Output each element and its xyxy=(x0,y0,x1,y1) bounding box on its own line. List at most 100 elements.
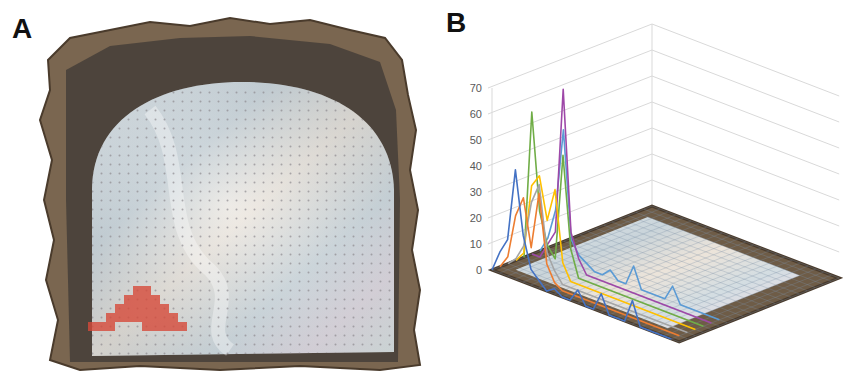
grid-dot xyxy=(137,281,139,283)
grid-dot xyxy=(173,173,175,175)
grid-dot xyxy=(119,137,121,139)
grid-dot xyxy=(344,209,346,211)
grid-dot xyxy=(182,146,184,148)
grid-dot xyxy=(245,308,247,310)
grid-dot xyxy=(155,245,157,247)
grid-dot xyxy=(299,110,301,112)
grid-dot xyxy=(308,344,310,346)
grid-dot xyxy=(155,128,157,130)
grid-dot xyxy=(362,173,364,175)
grid-dot xyxy=(92,110,94,112)
grid-dot xyxy=(155,101,157,103)
grid-dot xyxy=(344,164,346,166)
grid-dot xyxy=(371,335,373,337)
grid-dot xyxy=(308,137,310,139)
grid-dot xyxy=(281,263,283,265)
grid-dot xyxy=(263,137,265,139)
grid-dot xyxy=(236,335,238,337)
grid-dot xyxy=(389,290,391,292)
grid-dot xyxy=(335,164,337,166)
grid-dot xyxy=(299,263,301,265)
grid-dot xyxy=(227,92,229,94)
grid-dot xyxy=(371,299,373,301)
grid-dot xyxy=(191,110,193,112)
grid-dot xyxy=(344,218,346,220)
grid-dot xyxy=(389,119,391,121)
grid-dot xyxy=(344,146,346,148)
grid-dot xyxy=(128,218,130,220)
grid-dot xyxy=(263,92,265,94)
grid-dot xyxy=(326,290,328,292)
grid-dot xyxy=(362,191,364,193)
grid-dot xyxy=(317,344,319,346)
grid-dot xyxy=(389,218,391,220)
grid-dot xyxy=(299,272,301,274)
grid-dot xyxy=(227,218,229,220)
grid-dot xyxy=(281,110,283,112)
grid-dot xyxy=(164,218,166,220)
grid-dot xyxy=(146,146,148,148)
grid-dot xyxy=(371,263,373,265)
grid-dot xyxy=(200,218,202,220)
grid-dot xyxy=(272,254,274,256)
grid-dot xyxy=(335,101,337,103)
grid-dot xyxy=(182,164,184,166)
grid-dot xyxy=(254,272,256,274)
grid-dot xyxy=(362,245,364,247)
heat-cell xyxy=(124,295,133,304)
grid-dot xyxy=(353,281,355,283)
grid-dot xyxy=(146,173,148,175)
grid-dot xyxy=(353,137,355,139)
grid-dot xyxy=(389,200,391,202)
grid-dot xyxy=(110,299,112,301)
grid-dot xyxy=(146,164,148,166)
grid-dot xyxy=(245,218,247,220)
grid-dot xyxy=(218,281,220,283)
grid-dot xyxy=(371,200,373,202)
grid-dot xyxy=(128,353,130,355)
grid-dot xyxy=(380,263,382,265)
axis-line xyxy=(492,88,493,270)
grid-dot xyxy=(335,299,337,301)
grid-dot xyxy=(299,146,301,148)
grid-dot xyxy=(299,344,301,346)
grid-dot xyxy=(92,92,94,94)
grid-dot xyxy=(299,137,301,139)
grid-dot xyxy=(389,191,391,193)
tick-label: 70 xyxy=(470,82,482,94)
grid-dot xyxy=(326,254,328,256)
grid-dot xyxy=(245,353,247,355)
grid-dot xyxy=(227,236,229,238)
grid-dot xyxy=(209,227,211,229)
grid-dot xyxy=(317,308,319,310)
grid-dot xyxy=(173,164,175,166)
grid-dot xyxy=(92,209,94,211)
grid-dot xyxy=(92,344,94,346)
grid-dot xyxy=(326,218,328,220)
grid-dot xyxy=(263,308,265,310)
grid-dot xyxy=(110,335,112,337)
grid-dot xyxy=(335,290,337,292)
grid-dot xyxy=(263,299,265,301)
grid-dot xyxy=(236,209,238,211)
grid-dot xyxy=(182,182,184,184)
grid-dot xyxy=(101,263,103,265)
grid-dot xyxy=(155,263,157,265)
grid-dot xyxy=(299,227,301,229)
grid-dot xyxy=(164,173,166,175)
grid-dot xyxy=(281,344,283,346)
grid-dot xyxy=(119,92,121,94)
grid-dot xyxy=(254,155,256,157)
grid-dot xyxy=(101,164,103,166)
grid-dot xyxy=(137,245,139,247)
grid-dot xyxy=(101,290,103,292)
grid-dot xyxy=(308,335,310,337)
grid-dot xyxy=(299,326,301,328)
grid-dot xyxy=(335,92,337,94)
grid-dot xyxy=(353,263,355,265)
grid-dot xyxy=(371,155,373,157)
grid-dot xyxy=(353,308,355,310)
grid-dot xyxy=(317,146,319,148)
grid-dot xyxy=(110,191,112,193)
grid-dot xyxy=(389,335,391,337)
